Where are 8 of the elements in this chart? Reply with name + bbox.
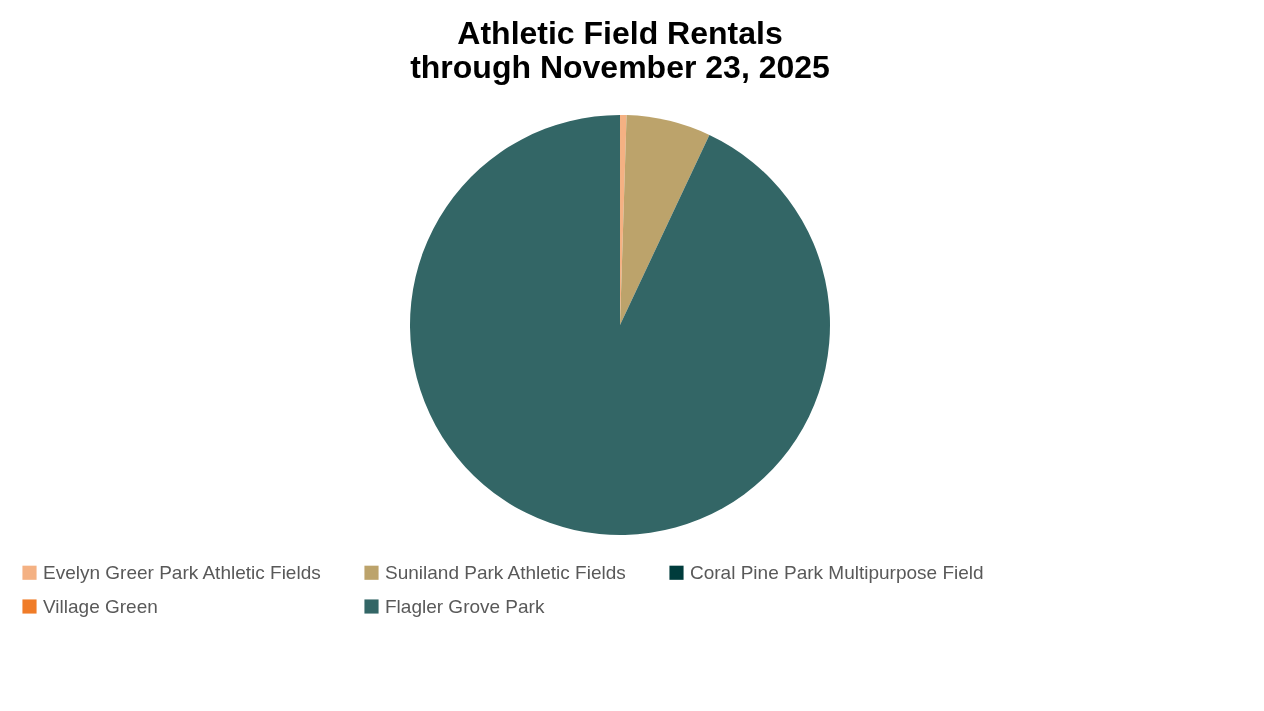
pie-slice xyxy=(620,115,710,325)
legend-label: Village Green xyxy=(43,595,158,617)
legend-label: Coral Pine Park Multipurpose Field xyxy=(690,561,984,583)
legend-label: Evelyn Greer Park Athletic Fields xyxy=(43,561,321,583)
legend-label: Suniland Park Athletic Fields xyxy=(385,561,626,583)
legend-label: Flagler Grove Park xyxy=(385,595,545,617)
chart-title: Athletic Field Rentals through November 23, 2025 xyxy=(410,15,830,85)
pie-slice xyxy=(410,115,830,535)
